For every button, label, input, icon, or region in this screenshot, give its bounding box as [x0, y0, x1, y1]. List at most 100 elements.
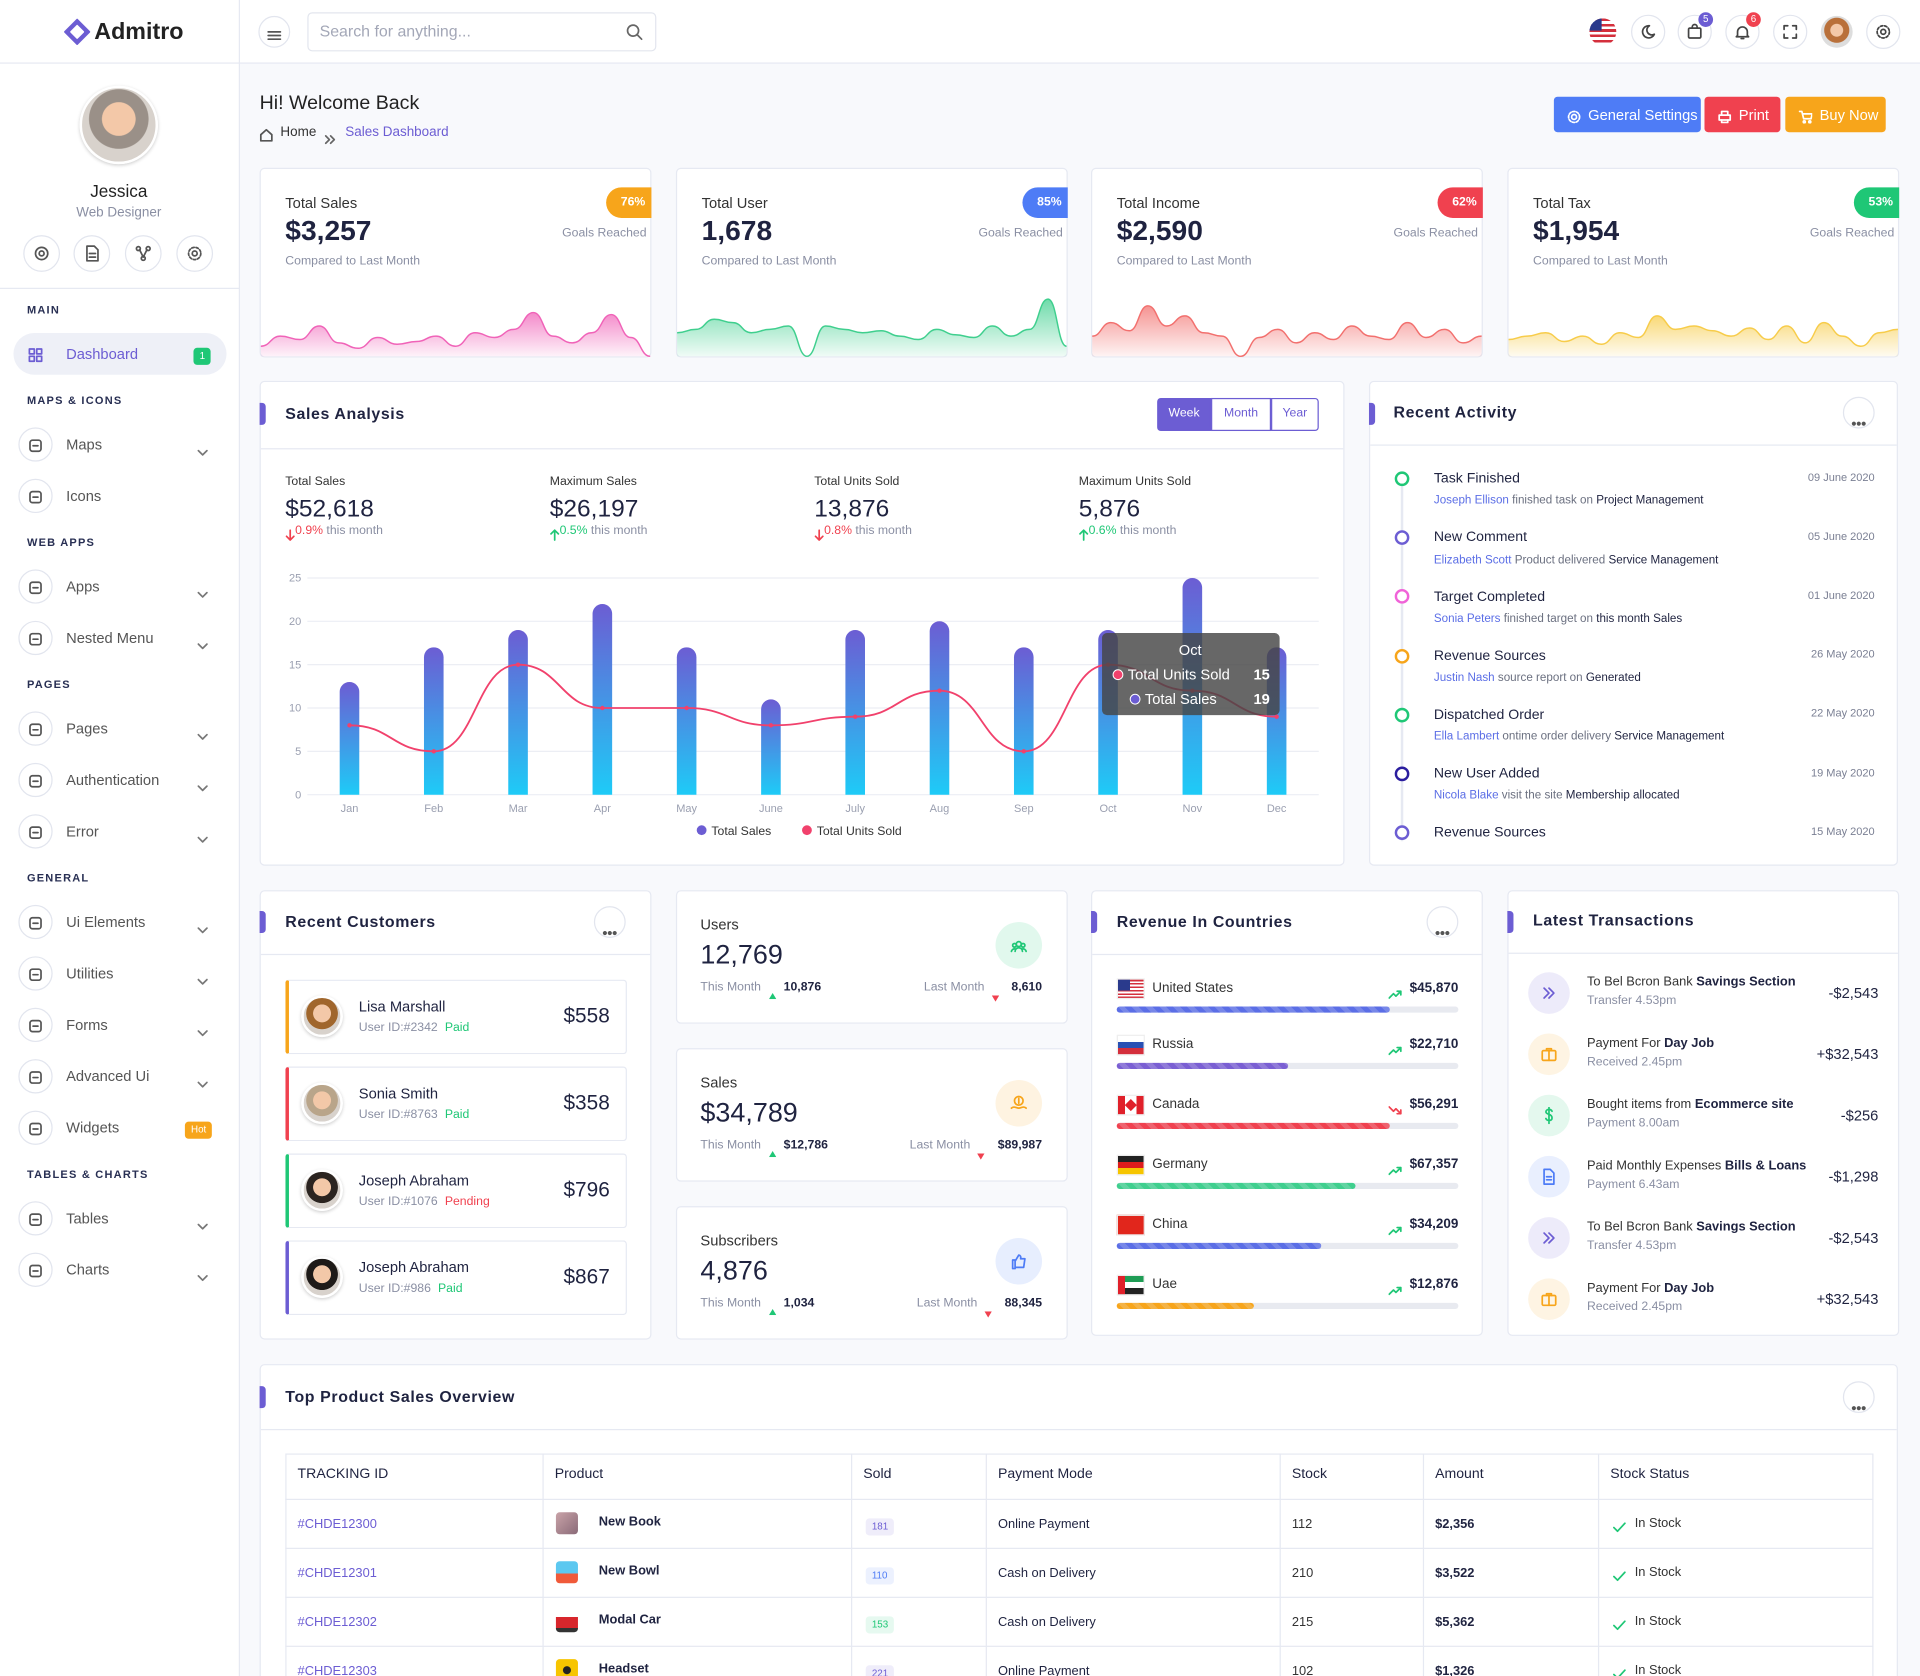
table-header: Amount	[1435, 1467, 1484, 1482]
avatar	[79, 85, 158, 165]
transaction-title: Paid Monthly Expenses Bills & Loans	[1587, 1158, 1806, 1173]
profile-action[interactable]	[124, 235, 162, 272]
sidebar-section-title: WEB APPS	[26, 535, 96, 549]
table-row-line	[285, 1547, 1874, 1549]
tracking-id: #CHDE12300	[297, 1516, 377, 1532]
activity-title: Task Finished	[1433, 471, 1520, 487]
menu-toggle[interactable]	[258, 15, 291, 48]
summary-title: Subscribers	[700, 1231, 778, 1249]
header-icon	[1733, 22, 1753, 42]
card-title: Top Product Sales Overview	[285, 1387, 516, 1406]
stat-title: Total User	[701, 194, 768, 212]
summary-value: $34,789	[700, 1096, 798, 1128]
table-header: Product	[554, 1467, 604, 1482]
profile-action[interactable]	[176, 235, 214, 272]
user-role: Web Designer	[76, 206, 162, 221]
flag-canton	[1589, 18, 1602, 31]
progress-fill	[1116, 1062, 1288, 1069]
header-avatar	[1820, 15, 1853, 48]
notification-badge	[1746, 12, 1761, 27]
more-button[interactable]	[593, 906, 626, 938]
period-tab[interactable]	[1211, 397, 1272, 432]
trend-icon	[1387, 1220, 1402, 1236]
tracking-id: #CHDE12302	[297, 1614, 377, 1630]
notification-badge-text: 6	[1750, 13, 1757, 25]
transaction-amount: +$32,543	[1816, 1045, 1879, 1063]
activity-title: Dispatched Order	[1433, 707, 1545, 723]
header-button-icon	[1567, 108, 1581, 124]
menu-label: Error	[66, 822, 99, 840]
activity-title: Target Completed	[1433, 589, 1546, 605]
menu-icon	[28, 773, 43, 788]
transaction-text: Payment For	[1586, 1035, 1661, 1051]
change-period: this month	[855, 524, 912, 538]
card-title: Revenue In Countries	[1116, 912, 1293, 931]
transaction-subtitle: Transfer 4.53pm	[1586, 1239, 1677, 1253]
summary-icon	[1010, 1095, 1027, 1112]
card-divider	[260, 448, 1344, 450]
trend-arrow	[814, 525, 824, 541]
progress-fill	[1116, 1006, 1391, 1013]
header-icon-button[interactable]	[1773, 14, 1808, 49]
amount: $2,356	[1435, 1516, 1475, 1532]
goal-badge	[606, 187, 652, 218]
sales-stat-label: Total Sales	[285, 475, 346, 489]
menu-label: Maps	[66, 435, 103, 453]
country-amount: $34,209	[1409, 1217, 1459, 1233]
transaction-subtitle: Payment 6.43am	[1586, 1177, 1680, 1192]
activity-detail: Ella Lambert ontime order delivery Servi…	[1434, 730, 1724, 744]
activity-date: 22 May 2020	[1810, 707, 1875, 720]
submenu-chevron	[197, 1215, 208, 1230]
transaction-highlight: Ecommerce site	[1694, 1096, 1794, 1112]
transaction-amount: -$256	[1840, 1106, 1879, 1124]
tracking-id: #CHDE12303	[297, 1663, 377, 1676]
menu-label: Widgets	[66, 1118, 120, 1137]
table-header: Stock	[1291, 1467, 1328, 1482]
transaction-text: Payment For	[1586, 1280, 1661, 1296]
menu-label: Icons	[66, 487, 102, 505]
card-divider	[260, 953, 651, 956]
activity-action: ontime order delivery	[1502, 729, 1612, 744]
transaction-subtitle: Received 2.45pm	[1586, 1055, 1683, 1069]
change-period: this month	[326, 524, 383, 538]
avatar	[301, 1082, 343, 1125]
customer-row	[285, 1240, 627, 1316]
menu-label: Pages	[66, 719, 108, 737]
card-divider	[1370, 444, 1897, 446]
header-icon-button[interactable]	[1866, 14, 1901, 49]
period-tab[interactable]	[1157, 397, 1212, 432]
activity-object: Membership allocated	[1565, 788, 1680, 803]
menu-icon	[28, 1120, 43, 1136]
profile-action[interactable]	[23, 235, 61, 272]
sales-analysis-card	[259, 380, 1345, 866]
transaction-icon	[1540, 1229, 1557, 1246]
menu-label: Nested Menu	[66, 629, 154, 647]
activity-date: 19 May 2020	[1810, 766, 1875, 779]
menu-icon-circle	[18, 711, 53, 746]
menu-icon-circle	[18, 1007, 53, 1043]
search-box[interactable]	[307, 12, 657, 52]
menu-icon	[28, 721, 43, 737]
customer-status: Pending	[444, 1195, 490, 1209]
stat-value: $1,954	[1533, 214, 1620, 247]
change-value: 0.9%	[295, 524, 324, 538]
transaction-icon	[1540, 1168, 1557, 1185]
activity-action: finished target on	[1503, 611, 1593, 626]
activity-detail: Justin Nash source report on Generated	[1434, 671, 1641, 685]
transaction-highlight: Savings Section	[1696, 1219, 1796, 1234]
country-name: Canada	[1152, 1097, 1200, 1113]
title-accent	[259, 402, 266, 425]
logo-area	[0, 0, 240, 64]
menu-icon-circle	[18, 1110, 53, 1145]
header-icon	[1638, 22, 1658, 42]
activity-person: Joseph Ellison	[1433, 493, 1509, 508]
table-frame	[285, 1453, 1874, 1676]
period-tab[interactable]	[1271, 397, 1319, 432]
header-button[interactable]	[1704, 96, 1781, 133]
product-image	[555, 1512, 578, 1535]
menu-icon	[28, 489, 43, 504]
menu-label: Ui Elements	[66, 913, 146, 931]
progress-fill	[1116, 1182, 1356, 1189]
more-icon	[1850, 410, 1867, 426]
sales-stat-value: 5,876	[1078, 495, 1141, 523]
